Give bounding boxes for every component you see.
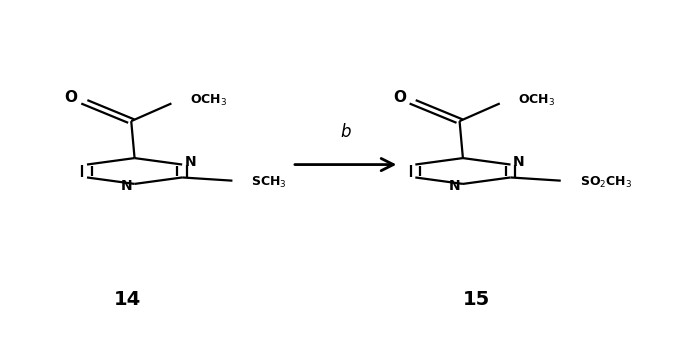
Text: 15: 15 — [463, 290, 490, 309]
Text: N: N — [121, 179, 133, 193]
Text: OCH$_3$: OCH$_3$ — [518, 93, 555, 108]
Text: OCH$_3$: OCH$_3$ — [190, 93, 227, 108]
Text: O: O — [393, 90, 406, 105]
Text: b: b — [341, 123, 351, 142]
Text: N: N — [513, 155, 524, 169]
Text: SO$_2$CH$_3$: SO$_2$CH$_3$ — [580, 175, 632, 190]
Text: N: N — [449, 179, 461, 193]
Text: 14: 14 — [114, 290, 142, 309]
Text: O: O — [64, 90, 77, 105]
Text: SCH$_3$: SCH$_3$ — [251, 175, 287, 190]
Text: N: N — [184, 155, 196, 169]
